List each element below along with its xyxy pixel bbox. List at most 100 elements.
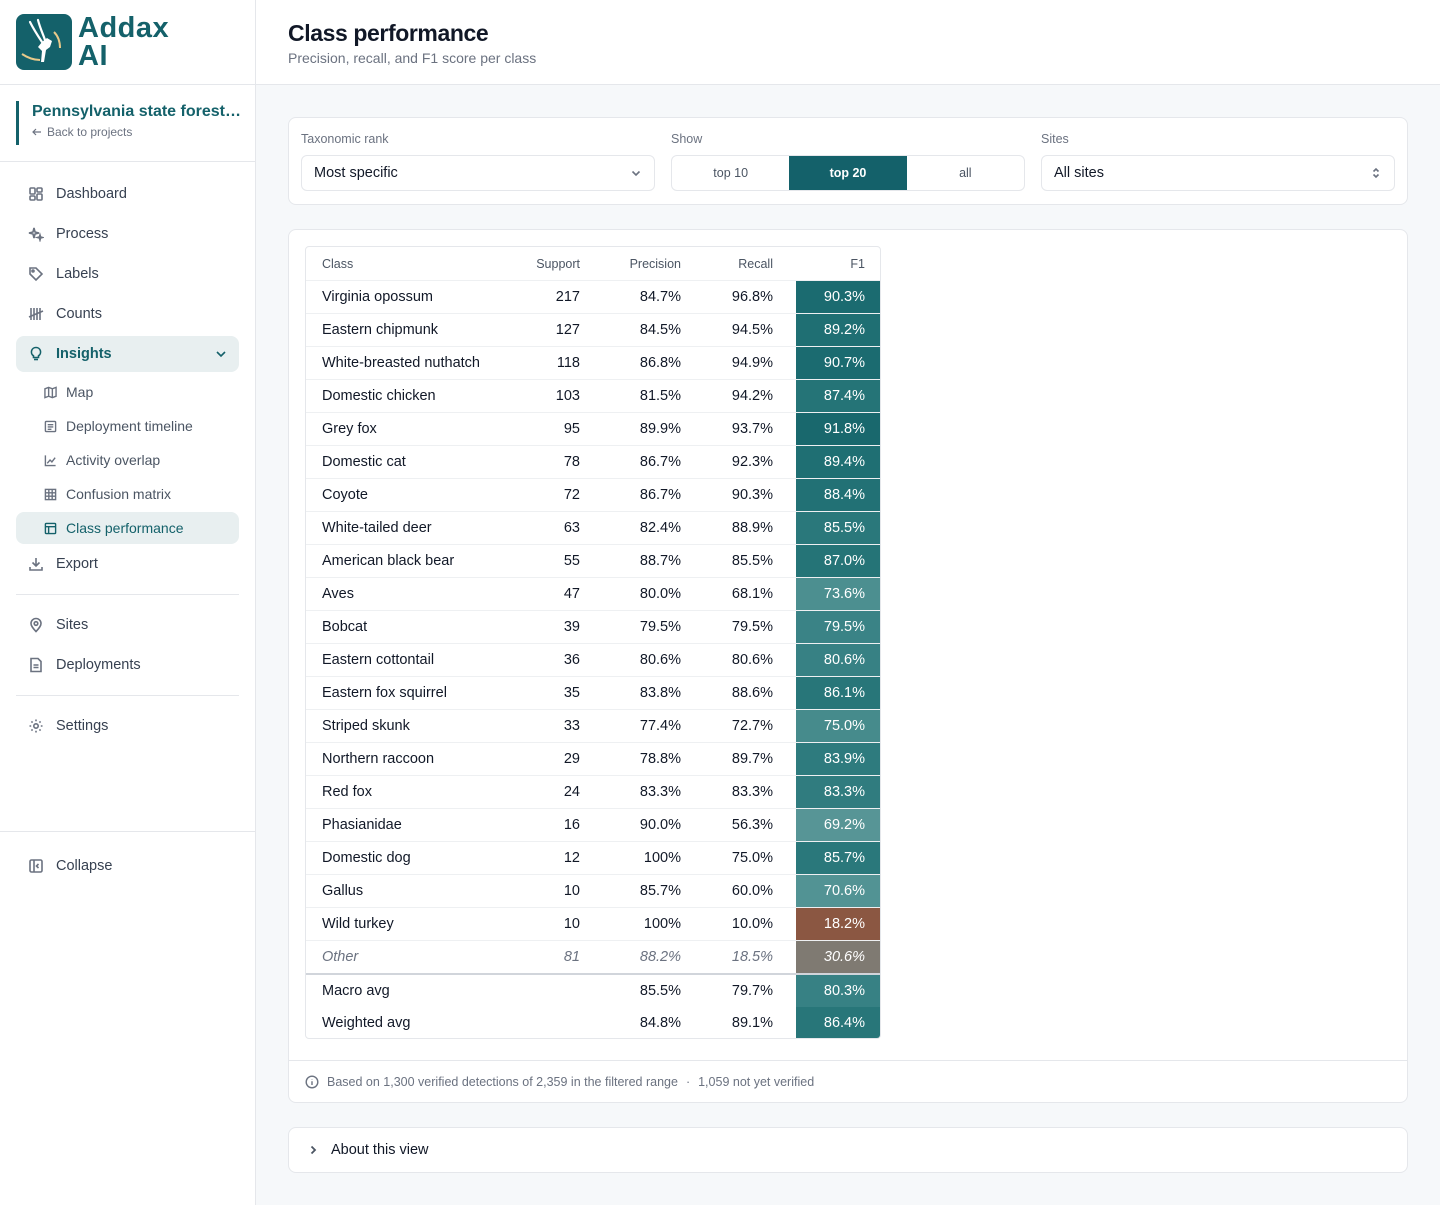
back-to-projects-link[interactable]: Back to projects	[32, 123, 239, 141]
cell-support: 33	[563, 718, 580, 734]
cell-support: 47	[563, 586, 580, 602]
cell-precision: 81.5%	[639, 388, 681, 404]
cell-f1: 79.5%	[796, 611, 880, 643]
cell-support: 63	[563, 520, 580, 536]
column-header-recall[interactable]: Recall	[738, 256, 773, 271]
sub-item-activity-overlap[interactable]: Activity overlap	[16, 444, 239, 476]
cell-class: Gallus	[322, 883, 364, 899]
cell-f1: 30.6%	[796, 941, 880, 973]
table-row: Domestic cat 78 86.7% 92.3% 89.4%	[306, 445, 880, 478]
cell-precision: 90.0%	[639, 817, 681, 833]
column-header-f1[interactable]: F1	[850, 256, 865, 271]
show-top-20-button[interactable]: top 20	[789, 156, 907, 190]
sub-item-map[interactable]: Map	[16, 376, 239, 408]
cell-support: 55	[563, 553, 580, 569]
cell-precision: 79.5%	[639, 619, 681, 635]
column-header-support[interactable]: Support	[536, 256, 580, 271]
cell-support: 81	[563, 949, 580, 965]
rank-filter: Taxonomic rank Most specific	[301, 132, 655, 191]
cell-support: 39	[563, 619, 580, 635]
cell-class: White-tailed deer	[322, 520, 432, 536]
cell-recall: 94.2%	[731, 388, 773, 404]
logo[interactable]: Addax AI	[0, 0, 255, 85]
show-all-button[interactable]: all	[959, 166, 972, 180]
cell-precision: 77.4%	[639, 718, 681, 734]
file-icon	[30, 657, 42, 673]
nav-item-labels[interactable]: Labels	[16, 256, 239, 292]
cell-class: Weighted avg	[322, 1014, 411, 1031]
table-row: Bobcat 39 79.5% 79.5% 79.5%	[306, 610, 880, 643]
cell-support: 78	[563, 454, 580, 470]
cell-f1: 80.3%	[796, 975, 880, 1007]
chevron-up-down-icon	[1372, 167, 1380, 179]
page-title: Class performance	[288, 20, 489, 46]
table-row: Gallus 10 85.7% 60.0% 70.6%	[306, 874, 880, 907]
cell-f1: 83.9%	[796, 743, 880, 775]
cell-recall: 79.5%	[731, 619, 773, 635]
table-row: Coyote 72 86.7% 90.3% 88.4%	[306, 478, 880, 511]
show-filter: Show top 10 top 20 all	[671, 132, 1025, 191]
cell-support: 118	[556, 355, 580, 371]
table-row: Northern raccoon 29 78.8% 89.7% 83.9%	[306, 742, 880, 775]
cell-precision: 86.7%	[639, 487, 681, 503]
project-switcher: Pennsylvania state forest cameras Back t…	[0, 85, 255, 162]
table-row: Eastern chipmunk 127 84.5% 94.5% 89.2%	[306, 313, 880, 346]
cell-recall: 93.7%	[731, 421, 773, 437]
list-icon	[44, 420, 57, 432]
cell-f1: 86.1%	[796, 677, 880, 709]
sub-item-confusion-matrix[interactable]: Confusion matrix	[16, 478, 239, 510]
collapse-button[interactable]: Collapse	[16, 848, 239, 884]
cell-recall: 56.3%	[731, 817, 773, 833]
sub-item-class-performance[interactable]: Class performance	[16, 512, 239, 544]
show-label: Show	[671, 132, 703, 146]
cell-class: Virginia opossum	[322, 289, 433, 305]
cell-precision: 85.5%	[639, 983, 681, 999]
table-row-other: Other 81 88.2% 18.5% 30.6%	[306, 940, 880, 973]
cell-f1: 73.6%	[796, 578, 880, 610]
cell-support: 35	[563, 685, 580, 701]
sites-select[interactable]: All sites	[1041, 155, 1395, 191]
cell-f1: 90.7%	[796, 347, 880, 379]
column-header-precision[interactable]: Precision	[629, 256, 681, 271]
column-header-class[interactable]: Class	[322, 256, 354, 271]
cell-precision: 86.8%	[639, 355, 681, 371]
cell-f1: 90.3%	[796, 281, 880, 313]
sub-item-deployment-timeline[interactable]: Deployment timeline	[16, 410, 239, 442]
cell-support: 217	[555, 289, 580, 305]
cell-recall: 75.0%	[731, 850, 773, 866]
cell-support: 24	[563, 784, 580, 800]
table-row-weighted-avg: Weighted avg 84.8% 89.1% 86.4%	[306, 1007, 880, 1038]
cell-recall: 90.3%	[731, 487, 773, 503]
nav-item-counts[interactable]: Counts	[16, 296, 239, 332]
about-this-view-toggle[interactable]: About this view	[288, 1127, 1408, 1173]
table-row: Phasianidae 16 90.0% 56.3% 69.2%	[306, 808, 880, 841]
nav-item-export[interactable]: Export	[16, 546, 239, 582]
cell-class: Red fox	[322, 784, 372, 800]
nav-item-deployments[interactable]: Deployments	[16, 647, 239, 683]
cell-precision: 88.2%	[639, 949, 681, 965]
cell-f1: 89.4%	[796, 446, 880, 478]
cell-precision: 84.7%	[639, 289, 681, 305]
rank-select[interactable]: Most specific	[301, 155, 655, 191]
nav-item-process[interactable]: Process	[16, 216, 239, 252]
tag-icon	[29, 267, 44, 282]
cell-class: Grey fox	[322, 421, 377, 437]
cell-recall: 83.3%	[731, 784, 773, 800]
cell-recall: 96.8%	[731, 289, 773, 305]
sparkles-icon	[28, 227, 44, 242]
cell-precision: 80.0%	[639, 586, 681, 602]
nav-item-dashboard[interactable]: Dashboard	[16, 176, 239, 212]
nav-divider	[16, 695, 239, 696]
nav-item-insights[interactable]: Insights	[16, 336, 239, 372]
cell-recall: 89.1%	[731, 1014, 773, 1031]
nav-item-settings[interactable]: Settings	[16, 708, 239, 744]
cell-precision: 82.4%	[639, 520, 681, 536]
cell-precision: 80.6%	[639, 652, 681, 668]
table-icon	[44, 522, 57, 534]
nav-item-sites[interactable]: Sites	[16, 607, 239, 643]
arrow-left-icon	[32, 128, 41, 136]
chevron-down-icon	[216, 351, 226, 358]
cell-precision: 78.8%	[639, 751, 681, 767]
chevron-right-icon	[310, 1145, 317, 1155]
show-top-10-button[interactable]: top 10	[713, 166, 749, 180]
